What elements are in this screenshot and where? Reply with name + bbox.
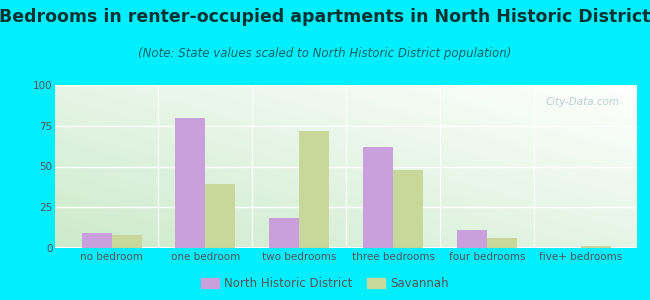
- Text: City-Data.com: City-Data.com: [545, 97, 619, 107]
- Bar: [487, 238, 517, 247]
- Bar: [205, 184, 235, 247]
- Bar: [457, 230, 487, 248]
- Text: Bedrooms in renter-occupied apartments in North Historic District: Bedrooms in renter-occupied apartments i…: [0, 8, 650, 26]
- Bar: [299, 131, 330, 248]
- Bar: [269, 218, 299, 248]
- Bar: [81, 233, 112, 248]
- Bar: [176, 118, 205, 248]
- Bar: [393, 170, 423, 248]
- Bar: [580, 246, 611, 247]
- Text: (Note: State values scaled to North Historic District population): (Note: State values scaled to North Hist…: [138, 46, 512, 59]
- Bar: [112, 235, 142, 248]
- Legend: North Historic District, Savannah: North Historic District, Savannah: [198, 275, 452, 292]
- Bar: [363, 147, 393, 248]
